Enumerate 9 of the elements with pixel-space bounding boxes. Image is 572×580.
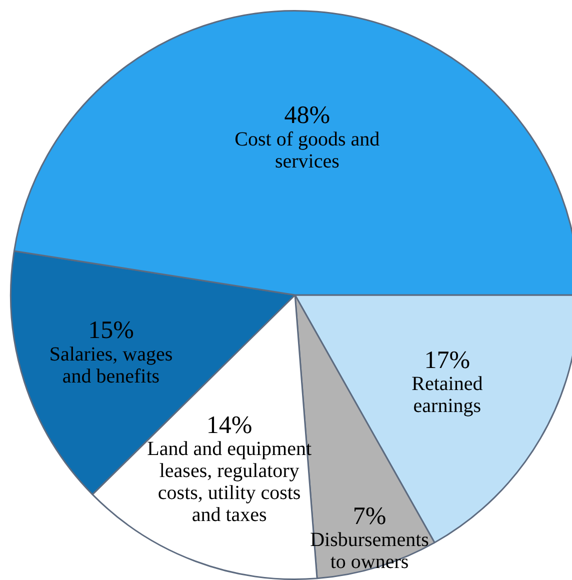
- slice-label: Retained earnings: [412, 373, 483, 418]
- slice-label: Cost of goods and services: [234, 128, 380, 172]
- data-label: 48%: [284, 102, 330, 130]
- data-label: 7%: [352, 502, 386, 530]
- data-label: 14%: [206, 412, 252, 439]
- slice-label: Disbursements to owners: [310, 528, 430, 573]
- data-label: 15%: [88, 317, 134, 344]
- slice-label: Salaries, wages and benefits: [49, 343, 173, 388]
- data-label: 17%: [424, 346, 470, 374]
